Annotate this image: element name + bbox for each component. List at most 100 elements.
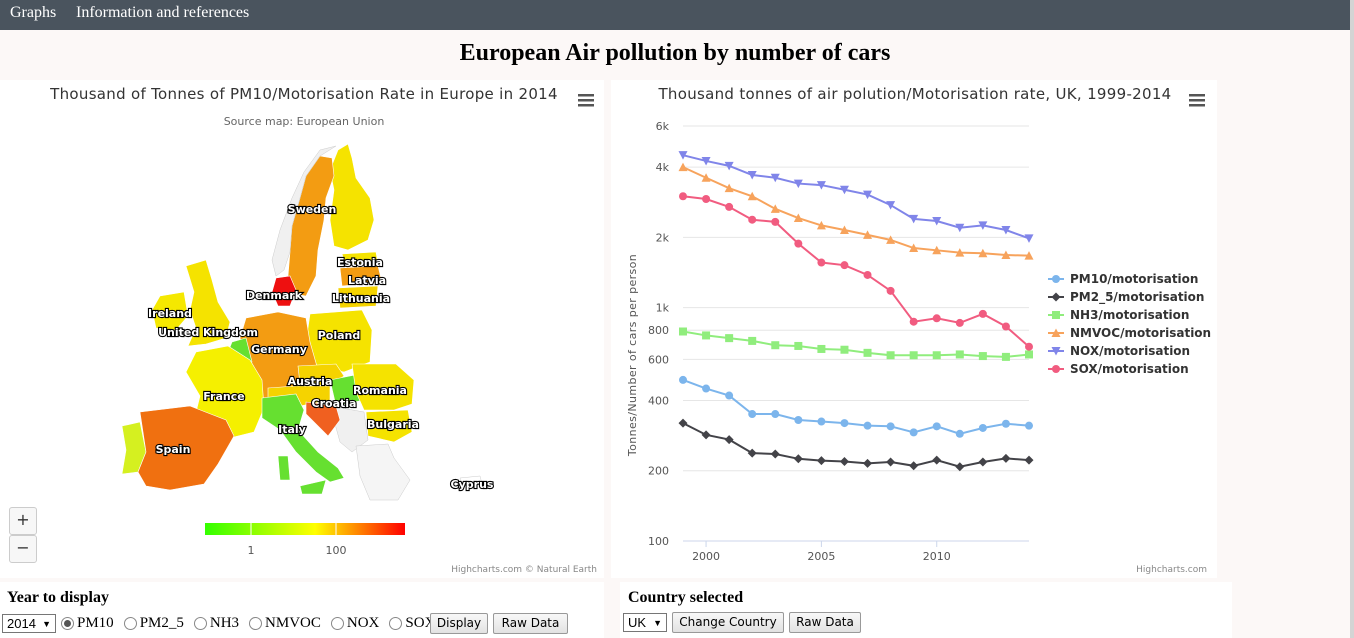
country-united-kingdom[interactable] — [185, 259, 231, 347]
radio-pm2-5[interactable] — [123, 616, 137, 630]
raw-data-button-left[interactable]: Raw Data — [493, 613, 568, 634]
data-point[interactable] — [816, 456, 826, 466]
data-point[interactable] — [863, 421, 872, 430]
data-point[interactable] — [955, 462, 965, 472]
series-line[interactable] — [682, 195, 1030, 348]
data-point[interactable] — [863, 190, 873, 200]
data-point[interactable] — [839, 185, 849, 195]
data-point[interactable] — [886, 235, 896, 244]
data-point[interactable] — [932, 245, 942, 255]
legend-item[interactable]: PM10/motorisation — [1048, 272, 1198, 286]
legend-item[interactable]: NH3/motorisation — [1048, 308, 1189, 322]
data-point[interactable] — [978, 248, 988, 258]
data-point[interactable] — [701, 430, 711, 440]
data-point[interactable] — [1001, 453, 1011, 463]
data-point[interactable] — [724, 161, 734, 171]
data-point[interactable] — [909, 428, 918, 437]
country-sardinia[interactable] — [277, 455, 291, 481]
data-point[interactable] — [817, 417, 826, 426]
data-point[interactable] — [725, 334, 734, 343]
data-point[interactable] — [840, 345, 849, 354]
data-point[interactable] — [1025, 421, 1033, 430]
data-point[interactable] — [701, 173, 711, 182]
data-point[interactable] — [725, 202, 734, 211]
data-point[interactable] — [886, 286, 895, 295]
country-spain[interactable] — [137, 405, 235, 491]
data-point[interactable] — [748, 410, 757, 419]
data-point[interactable] — [793, 454, 803, 464]
display-button[interactable]: Display — [430, 613, 488, 634]
data-point[interactable] — [1001, 419, 1010, 428]
legend-item[interactable]: SOX/motorisation — [1048, 362, 1189, 376]
country-finland[interactable] — [329, 143, 375, 251]
data-point[interactable] — [771, 341, 780, 350]
data-point[interactable] — [1025, 350, 1033, 359]
data-point[interactable] — [771, 217, 780, 226]
country-ireland[interactable] — [151, 291, 189, 331]
data-point[interactable] — [724, 435, 734, 445]
data-point[interactable] — [932, 422, 941, 431]
radio-sox[interactable] — [389, 616, 403, 630]
data-point[interactable] — [748, 336, 757, 345]
legend-item[interactable]: NMVOC/motorisation — [1048, 326, 1211, 340]
data-point[interactable] — [679, 192, 687, 201]
country-denmark[interactable] — [271, 275, 297, 307]
data-point[interactable] — [909, 351, 918, 360]
zoom-out-button[interactable]: − — [9, 535, 37, 563]
data-point[interactable] — [770, 204, 780, 213]
data-point[interactable] — [886, 351, 895, 360]
series-line[interactable] — [682, 330, 1030, 358]
country-latvia[interactable] — [339, 265, 383, 287]
country-select[interactable]: UK ▼ — [623, 613, 667, 632]
data-point[interactable] — [886, 201, 896, 210]
data-point[interactable] — [840, 261, 849, 270]
data-point[interactable] — [702, 194, 711, 203]
data-point[interactable] — [1024, 234, 1034, 243]
data-point[interactable] — [817, 258, 826, 267]
data-point[interactable] — [816, 181, 826, 190]
data-point[interactable] — [839, 225, 849, 235]
data-point[interactable] — [955, 429, 964, 438]
country-italy[interactable] — [261, 393, 345, 483]
vertical-scrollbar[interactable] — [1350, 0, 1354, 638]
map-menu-icon[interactable] — [574, 88, 598, 110]
country-romania[interactable] — [351, 363, 415, 411]
data-point[interactable] — [816, 220, 826, 230]
data-point[interactable] — [702, 384, 711, 393]
data-point[interactable] — [679, 327, 687, 336]
change-country-button[interactable]: Change Country — [672, 612, 784, 633]
data-point[interactable] — [794, 341, 803, 350]
country-sweden[interactable] — [287, 155, 335, 297]
data-point[interactable] — [955, 248, 965, 257]
data-point[interactable] — [863, 458, 873, 468]
data-point[interactable] — [886, 457, 896, 467]
nav-link-graphs[interactable]: Graphs — [10, 4, 57, 21]
data-point[interactable] — [909, 243, 919, 253]
data-point[interactable] — [978, 457, 988, 467]
data-point[interactable] — [793, 213, 803, 223]
data-point[interactable] — [1025, 342, 1033, 351]
data-point[interactable] — [725, 391, 734, 400]
series-line[interactable] — [682, 166, 1030, 257]
data-point[interactable] — [1024, 455, 1034, 465]
data-point[interactable] — [932, 217, 942, 226]
data-point[interactable] — [679, 375, 687, 384]
data-point[interactable] — [702, 331, 711, 340]
series-line[interactable] — [682, 378, 1030, 435]
radio-nh3[interactable] — [193, 616, 207, 630]
data-point[interactable] — [955, 318, 964, 327]
data-point[interactable] — [793, 179, 803, 189]
data-point[interactable] — [840, 419, 849, 428]
data-point[interactable] — [978, 352, 987, 361]
radio-nox[interactable] — [330, 616, 344, 630]
data-point[interactable] — [1001, 322, 1010, 331]
data-point[interactable] — [863, 348, 872, 357]
data-point[interactable] — [886, 422, 895, 431]
data-point[interactable] — [839, 457, 849, 467]
legend-item[interactable]: NOX/motorisation — [1048, 344, 1190, 358]
country-cyprus[interactable] — [459, 475, 483, 487]
data-point[interactable] — [747, 170, 757, 180]
country-croatia[interactable] — [305, 401, 341, 437]
line-menu-icon[interactable] — [1185, 88, 1209, 110]
data-point[interactable] — [909, 461, 919, 471]
